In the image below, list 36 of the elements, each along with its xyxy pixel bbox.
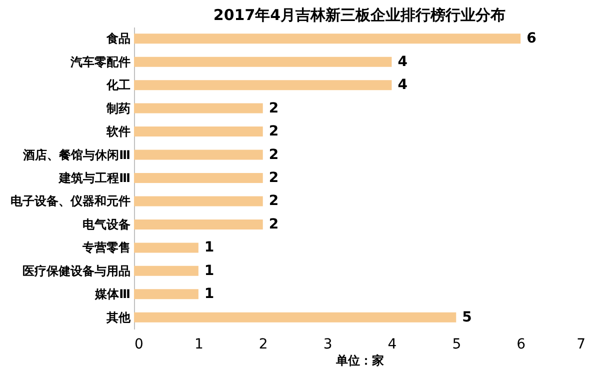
y-tick-label: 电子设备、仪器和元件 xyxy=(10,194,130,208)
x-tick-label: 3 xyxy=(323,336,332,352)
x-tick-label: 0 xyxy=(134,336,144,352)
y-tick-label: 媒体Ⅲ xyxy=(94,287,130,302)
chart-title: 2017年4月吉林新三板企业排行榜行业分布 xyxy=(213,6,506,24)
y-tick-label: 软件 xyxy=(106,124,130,139)
data-label: 2 xyxy=(268,100,279,116)
x-tick-label: 2 xyxy=(258,336,268,352)
data-label: 4 xyxy=(398,77,408,94)
x-tick-label: 5 xyxy=(452,336,462,352)
data-label: 2 xyxy=(268,170,279,186)
y-tick-label: 专营零售 xyxy=(82,240,130,255)
data-label: 1 xyxy=(204,240,214,256)
x-axis-title: 单位：家 xyxy=(335,354,384,368)
y-tick-label: 医疗保健设备与用品 xyxy=(22,264,130,278)
y-tick-label: 食品 xyxy=(106,32,130,46)
y-tick-label: 建筑与工程Ⅲ xyxy=(58,171,130,185)
y-tick-label: 制药 xyxy=(106,101,130,116)
data-label: 1 xyxy=(204,262,214,279)
data-label: 2 xyxy=(268,216,279,232)
x-tick-label: 1 xyxy=(194,336,204,352)
data-label: 2 xyxy=(268,124,279,140)
data-label: 4 xyxy=(398,54,408,70)
y-tick-label: 电气设备 xyxy=(82,217,130,232)
data-label: 1 xyxy=(204,286,214,302)
x-tick-label: 6 xyxy=(516,336,526,352)
y-tick-label: 化工 xyxy=(106,78,130,92)
y-tick-label: 酒店、餐馆与休闲Ⅲ xyxy=(22,148,130,162)
y-tick-label: 汽车零配件 xyxy=(70,54,130,69)
data-label: 5 xyxy=(462,309,472,326)
data-label: 6 xyxy=(526,30,536,47)
y-tick-label: 其他 xyxy=(106,310,132,324)
data-label: 2 xyxy=(268,193,279,210)
x-tick-label: 4 xyxy=(388,336,397,352)
x-tick-label: 7 xyxy=(576,336,586,352)
data-label: 2 xyxy=(268,146,279,163)
